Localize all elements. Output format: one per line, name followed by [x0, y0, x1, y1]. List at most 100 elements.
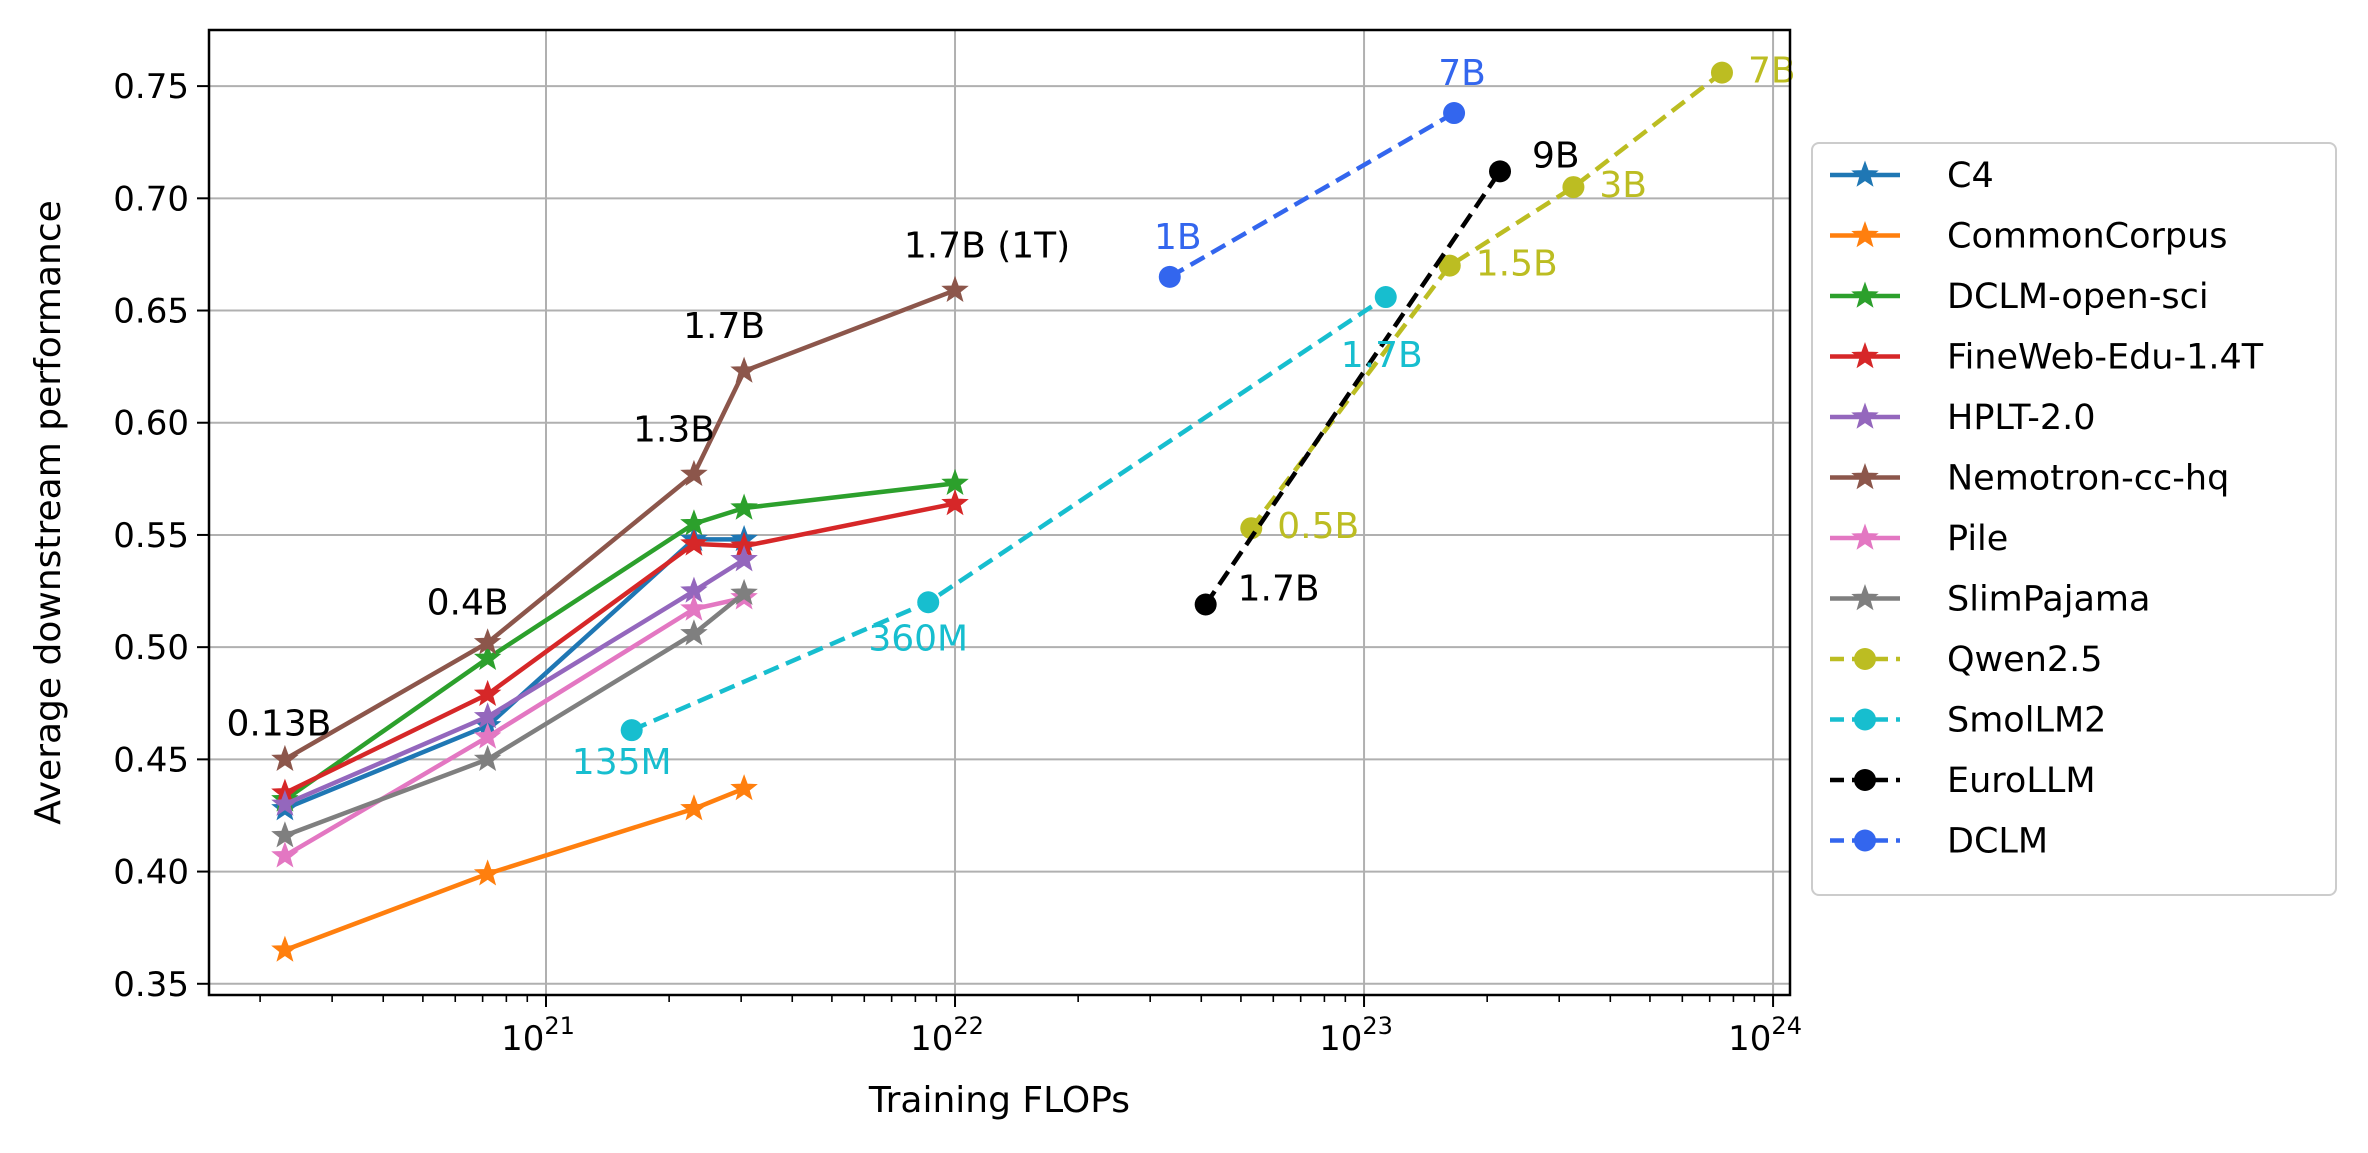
y-tick-label: 0.65 [113, 292, 189, 332]
annotation-label: 360M [868, 618, 968, 659]
data-point [941, 489, 969, 516]
data-point [1194, 593, 1217, 616]
y-tick-label: 0.55 [113, 516, 189, 556]
annotation-label: 9B [1532, 135, 1580, 176]
x-tick-label: 1024 [1728, 1012, 1802, 1059]
annotation-label: 1.7B [1238, 569, 1320, 610]
legend: C4 CommonCorpus DCLM-open-sci FineWeb-Edu-1… [1811, 142, 2337, 896]
legend-swatch-marker [1851, 523, 1879, 550]
legend-label: CommonCorpus [1947, 217, 2228, 257]
y-axis-label: Average downstream performance [28, 200, 69, 825]
legend-label: SlimPajama [1947, 580, 2150, 620]
data-point [473, 859, 502, 886]
series-hplt-2-0 [271, 545, 758, 816]
legend-label: Qwen2.5 [1947, 640, 2103, 680]
axes: 0.35 0.40 0.45 0.50 0.55 0.60 0.65 0.70 0.75 1021… [113, 67, 1802, 1059]
data-point [620, 719, 643, 742]
legend-entry-eurollm: EuroLLM [1830, 761, 2096, 801]
data-point [473, 643, 502, 671]
legend-entry-fineweb-edu-1-4t: FineWeb-Edu-1.4T [1830, 338, 2264, 378]
series-eurollm [1194, 160, 1512, 616]
legend-swatch-marker [1851, 584, 1879, 611]
legend-entry-c4: C4 [1830, 156, 1994, 196]
y-tick-label: 0.50 [113, 628, 189, 668]
series-qwen2-5 [1240, 61, 1733, 540]
data-point [680, 794, 708, 821]
series-nemotron-cc-hq [271, 275, 969, 772]
data-point [680, 459, 708, 487]
data-point [730, 774, 758, 801]
data-point [730, 493, 758, 520]
plot-frame [207, 28, 1792, 997]
data-point [730, 356, 758, 383]
legend-label: EuroLLM [1947, 761, 2096, 801]
annotation-label: 7B [1438, 53, 1486, 94]
x-axis-label: Training FLOPs [868, 1080, 1130, 1121]
data-point [473, 628, 502, 655]
legend-label: HPLT-2.0 [1947, 398, 2096, 438]
legend-swatch-marker [1851, 402, 1879, 429]
x-tick-label: 1022 [910, 1012, 984, 1059]
legend-swatch-marker [1851, 221, 1879, 248]
y-tick-label: 0.45 [113, 740, 189, 780]
legend-swatch-marker [1851, 160, 1879, 187]
data-point [1438, 254, 1461, 277]
legend-label: DCLM-open-sci [1947, 277, 2209, 317]
data-point [680, 619, 708, 646]
data-point [730, 578, 758, 605]
legend-box [1811, 142, 2337, 896]
legend-swatch-marker [1854, 769, 1876, 791]
data-point [1240, 517, 1263, 540]
y-tick-label: 0.75 [113, 67, 189, 107]
data-point [271, 935, 299, 962]
legend-entry-nemotron-cc-hq: Nemotron-cc-hq [1830, 459, 2229, 499]
data-point [1374, 286, 1397, 309]
data-point [1710, 61, 1733, 84]
data-point [1562, 176, 1585, 199]
annotation-label: 135M [572, 742, 672, 783]
data-point [680, 594, 708, 621]
legend-entry-dclm-open-sci: DCLM-open-sci [1830, 277, 2209, 317]
legend-entry-smollm2: SmolLM2 [1830, 701, 2106, 741]
data-point [941, 275, 969, 303]
data-point [271, 841, 299, 868]
series-line-pile [283, 595, 745, 858]
y-tick-label: 0.70 [113, 179, 189, 219]
series-smollm2 [620, 286, 1397, 742]
data-point [473, 744, 502, 772]
data-point [1158, 265, 1181, 288]
annotation-label: 1.7B [683, 306, 765, 347]
data-point [473, 679, 502, 706]
legend-label: Pile [1947, 519, 2008, 559]
series-dclm [1158, 102, 1466, 288]
x-tick-label: 1023 [1319, 1012, 1393, 1059]
series-line-eurollm [1203, 170, 1502, 606]
legend-label: SmolLM2 [1947, 701, 2106, 741]
y-tick-label: 0.40 [113, 853, 189, 893]
data-point [680, 529, 708, 556]
annotation-label: 1.7B (1T) [904, 225, 1070, 266]
grid [209, 30, 1790, 995]
series-line-hplt-2-0 [284, 557, 746, 807]
x-tick-label: 1021 [501, 1012, 575, 1059]
series-line-dclm [1168, 111, 1456, 279]
legend-label: Nemotron-cc-hq [1947, 459, 2229, 499]
legend-entry-commoncorpus: CommonCorpus [1830, 217, 2228, 257]
annotation-label: 0.4B [427, 583, 509, 624]
y-tick-label: 0.35 [113, 965, 189, 1005]
annotation-label: 1.7B [1341, 335, 1423, 376]
annotation-label: 0.13B [227, 703, 332, 744]
series-slimpajama [271, 578, 758, 848]
legend-swatch-marker [1851, 281, 1879, 308]
annotation-label: 1.3B [633, 409, 715, 450]
plot-series [271, 61, 1733, 962]
legend-swatch-marker [1854, 829, 1876, 852]
data-point [730, 545, 758, 572]
legend-entry-qwen2-5: Qwen2.5 [1830, 640, 2103, 680]
legend-entry-dclm: DCLM [1830, 822, 2048, 862]
data-point [917, 591, 940, 614]
legend-swatch-marker [1854, 648, 1876, 670]
legend-entry-pile: Pile [1830, 519, 2008, 559]
data-point [1443, 102, 1466, 125]
